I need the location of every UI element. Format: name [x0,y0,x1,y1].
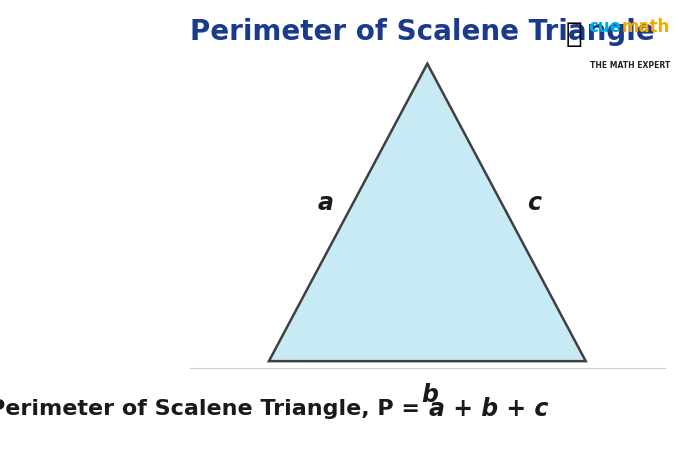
Polygon shape [269,64,586,361]
Text: math: math [622,18,670,36]
Text: THE MATH EXPERT: THE MATH EXPERT [589,62,670,70]
Text: Perimeter of Scalene Triangle: Perimeter of Scalene Triangle [189,18,655,46]
Text: cue: cue [588,18,621,36]
Text: c: c [527,191,540,215]
Text: a: a [318,191,334,215]
Text: 🚀: 🚀 [566,20,583,48]
Text: Perimeter of Scalene Triangle, P =: Perimeter of Scalene Triangle, P = [0,399,427,419]
Text: b: b [422,384,438,407]
Text: a + b + c: a + b + c [429,397,548,421]
